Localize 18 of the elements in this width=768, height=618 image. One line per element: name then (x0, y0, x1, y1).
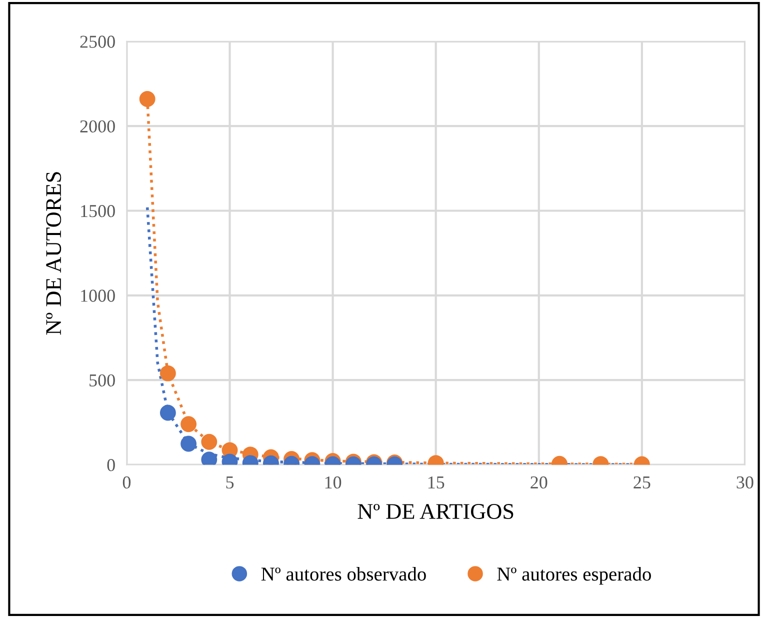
y-tick-label: 0 (107, 458, 115, 472)
x-tick-label: 20 (530, 476, 548, 489)
y-axis-title: Nº DE AUTORES (46, 172, 62, 335)
y-tick-label: 2000 (80, 120, 115, 133)
x-tick-label: 25 (634, 476, 650, 489)
x-tick-label: 5 (226, 476, 234, 489)
x-tick-label: 0 (122, 476, 131, 489)
y-tick-label: 500 (90, 374, 115, 387)
legend-label: Nº autores esperado (497, 567, 651, 585)
x-axis-title: Nº DE ARTIGOS (358, 504, 514, 519)
y-tick-label: 2500 (80, 36, 115, 48)
x-tick-label: 10 (325, 476, 342, 489)
legend-label: Nº autores observado (261, 567, 426, 581)
x-tick-label: 15 (428, 476, 444, 489)
y-tick-label: 1500 (81, 204, 115, 218)
y-tick-label: 1000 (81, 290, 115, 302)
x-tick-label: 30 (736, 476, 754, 489)
point (139, 91, 156, 107)
